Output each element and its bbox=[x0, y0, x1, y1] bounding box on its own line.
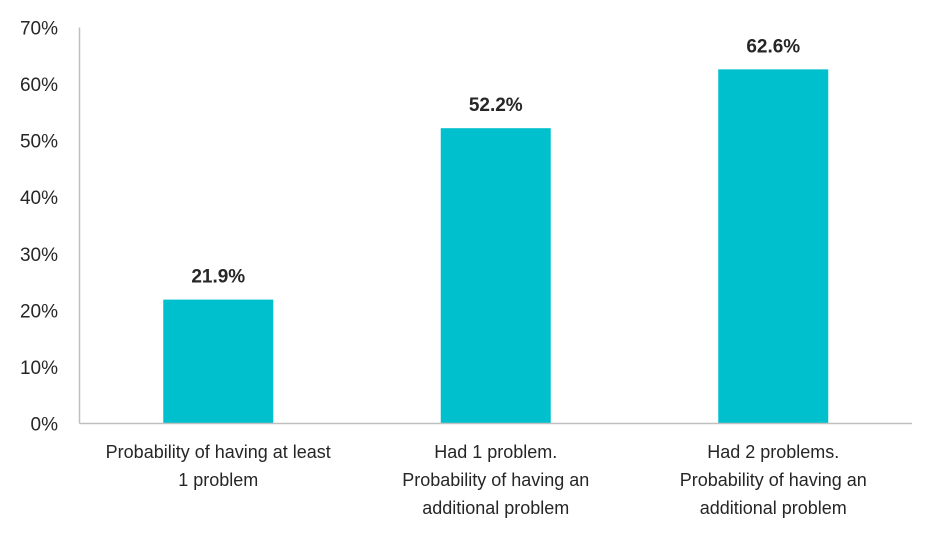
x-category-label: additional problem bbox=[422, 498, 569, 518]
y-tick-label: 30% bbox=[20, 245, 58, 266]
y-tick-label: 20% bbox=[20, 301, 58, 322]
x-category-label: Had 1 problem. bbox=[434, 442, 557, 462]
y-tick-label: 50% bbox=[20, 132, 58, 153]
x-category-label: Had 2 problems. bbox=[707, 442, 839, 462]
y-tick-label: 0% bbox=[31, 415, 59, 436]
bar bbox=[718, 69, 829, 424]
y-tick-label: 10% bbox=[20, 358, 58, 379]
y-tick-label: 60% bbox=[20, 75, 58, 96]
y-tick-label: 70% bbox=[20, 19, 58, 40]
bar bbox=[440, 128, 551, 424]
x-category-label: additional problem bbox=[700, 498, 847, 518]
y-tick-label: 40% bbox=[20, 188, 58, 209]
x-category-label: Probability of having an bbox=[402, 470, 589, 490]
x-category-label: Probability of having an bbox=[680, 470, 867, 490]
x-category-label: 1 problem bbox=[178, 470, 258, 490]
data-label: 21.9% bbox=[191, 267, 245, 288]
data-label: 62.6% bbox=[746, 36, 800, 57]
data-label: 52.2% bbox=[469, 95, 523, 116]
bar bbox=[163, 299, 274, 424]
x-category-label: Probability of having at least bbox=[106, 442, 331, 462]
